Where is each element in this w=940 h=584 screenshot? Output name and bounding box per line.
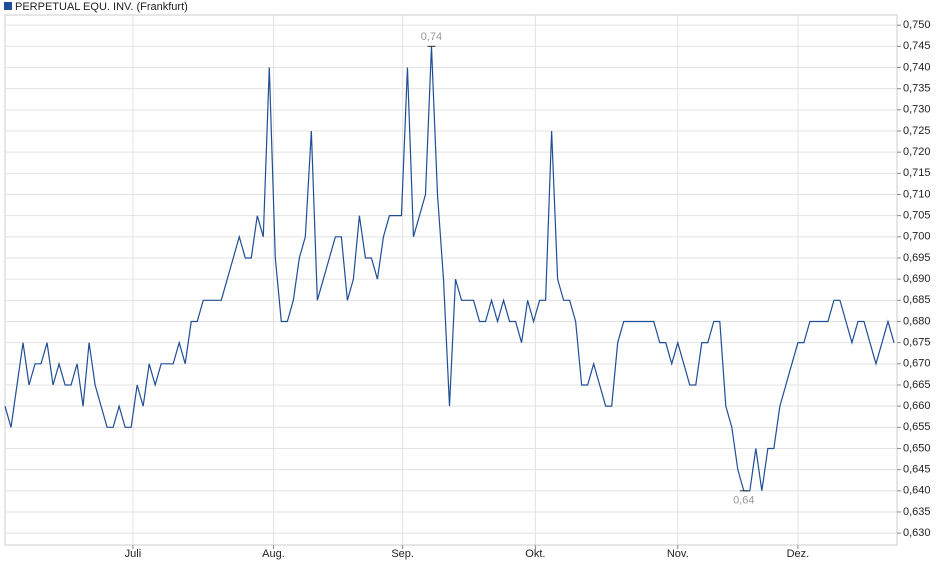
y-tick-label: 0,675 [903,337,931,349]
price-line [4,46,895,492]
x-tick-label: Okt. [525,548,545,560]
legend-swatch [4,2,12,10]
y-tick-label: 0,685 [903,294,931,306]
y-tick-label: 0,635 [903,506,931,518]
plot-frame [4,14,898,546]
y-tick-label: 0,745 [903,40,931,52]
y-tick-label: 0,725 [903,125,931,137]
y-tick-label: 0,740 [903,61,931,73]
y-tick-label: 0,710 [903,188,931,200]
y-tick-label: 0,630 [903,527,931,539]
y-tick-label: 0,720 [903,146,931,158]
y-tick-label: 0,650 [903,442,931,454]
y-tick-label: 0,700 [903,231,931,243]
x-tick-label: Nov. [667,548,689,560]
extreme-label: 0,74 [421,31,442,43]
legend-label: PERPETUAL EQU. INV. (Frankfurt) [15,1,188,13]
y-tick-label: 0,670 [903,358,931,370]
y-tick-label: 0,655 [903,421,931,433]
y-tick-label: 0,640 [903,485,931,497]
y-tick-label: 0,660 [903,400,931,412]
y-tick-label: 0,695 [903,252,931,264]
y-tick-label: 0,645 [903,464,931,476]
x-tick-label: Aug. [262,548,285,560]
y-tick-label: 0,715 [903,167,931,179]
x-tick-label: Dez. [787,548,810,560]
y-tick-label: 0,690 [903,273,931,285]
extreme-label: 0,64 [733,495,754,507]
y-tick-label: 0,735 [903,83,931,95]
y-tick-label: 0,680 [903,315,931,327]
y-tick-label: 0,750 [903,19,931,31]
x-tick-label: Sep. [391,548,414,560]
x-tick-label: Juli [125,548,142,560]
y-tick-label: 0,705 [903,210,931,222]
y-tick-label: 0,730 [903,104,931,116]
y-tick-label: 0,665 [903,379,931,391]
